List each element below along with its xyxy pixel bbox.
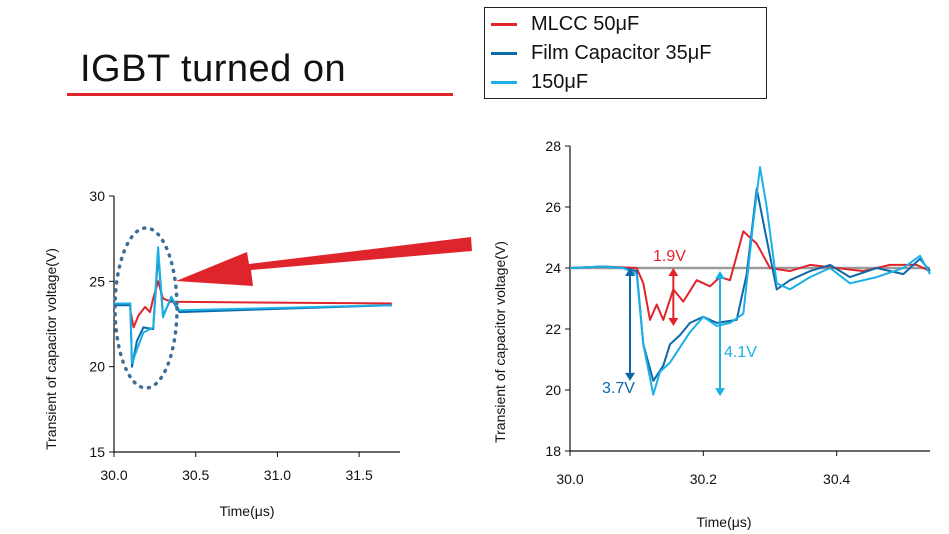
y-tick-label: 22 [545,321,561,337]
y-tick-label: 25 [89,273,105,289]
legend-label-mlcc: MLCC 50μF [531,12,640,35]
drop-arrow-head-bottom [625,372,635,381]
callout-overlay [113,226,472,390]
x-tick-label: 30.2 [690,471,717,487]
chart-overview: 15 20 25 30 30.0 30.5 31.0 31.5 Time(μs) Transien… [43,188,400,519]
y-tick-label: 24 [545,260,561,276]
legend-label-150uf: 150μF [531,70,589,93]
y-tick-label: 30 [89,188,105,204]
x-axis-label: Time(μs) [220,503,275,519]
drop-annotation-3-7v: 3.7V [602,380,635,397]
legend-label-film: Film Capacitor 35μF [531,41,712,64]
drop-arrow-head-top [715,271,725,280]
y-tick-label: 28 [545,138,561,154]
y-axis-label: Transient of capacitor voltage(V) [492,241,508,443]
series-line-150-f [114,246,392,365]
drop-arrow-head-top [625,268,635,276]
x-tick-label: 31.0 [264,467,291,483]
drop-annotation-1-9v: 1.9V [653,248,686,265]
drop-arrow-head-bottom [715,388,725,397]
legend-swatch-film [491,51,517,55]
y-tick-label: 15 [89,444,105,460]
y-tick-label: 18 [545,443,561,459]
legend: MLCC 50μF Film Capacitor 35μF 150μF [484,7,767,99]
y-tick-label: 20 [545,382,561,398]
legend-swatch-mlcc [491,22,517,26]
legend-swatch-150uf [491,80,517,84]
legend-item-mlcc: MLCC 50μF [491,12,639,36]
y-tick-label: 26 [545,199,561,215]
x-tick-label: 30.5 [182,467,209,483]
series-line-150-f [569,166,931,396]
x-tick-label: 30.4 [823,471,850,487]
legend-item-150uf: 150μF [491,70,588,94]
y-axis-label: Transient of capacitor voltage(V) [43,248,59,450]
title-underline [67,93,453,96]
drop-arrow-head-top [668,268,679,276]
x-tick-label: 31.5 [346,467,373,483]
legend-item-film: Film Capacitor 35μF [491,41,711,65]
drop-arrow-head-bottom [668,317,679,326]
page-title: IGBT turned on [80,48,347,90]
chart-zoomed: 18 20 22 24 26 28 30.0 30.2 30.4 Time(μs) Transien… [492,138,931,530]
callout-arrow [176,237,472,286]
x-tick-label: 30.0 [556,471,583,487]
y-tick-label: 20 [89,359,105,375]
drop-annotation-4-1v: 4.1V [724,344,757,361]
x-tick-label: 30.0 [100,467,127,483]
highlight-ellipse [113,226,179,390]
x-axis-label: Time(μs) [697,514,752,530]
